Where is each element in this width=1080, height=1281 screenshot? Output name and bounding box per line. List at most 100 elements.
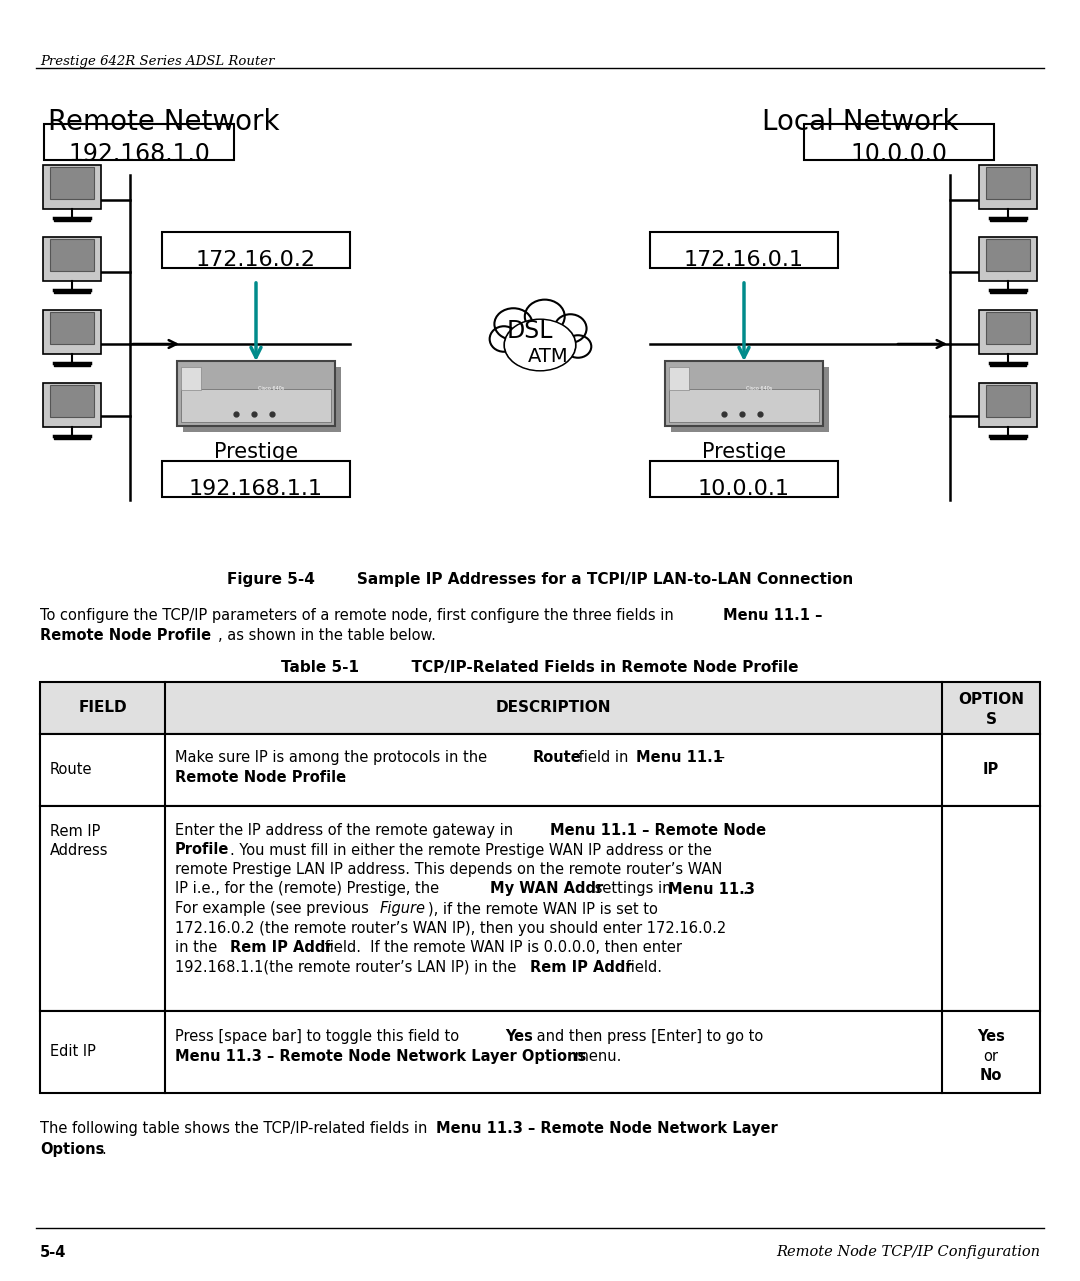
Text: 10.0.0.0: 10.0.0.0 [851,142,947,167]
FancyBboxPatch shape [986,313,1030,345]
Text: Menu 11.1 –: Menu 11.1 – [723,608,822,623]
FancyBboxPatch shape [162,232,350,268]
FancyBboxPatch shape [43,165,102,209]
FancyBboxPatch shape [50,313,94,345]
Text: Prestige: Prestige [214,442,298,462]
Text: Table 5-1          TCP/IP-Related Fields in Remote Node Profile: Table 5-1 TCP/IP-Related Fields in Remot… [281,660,799,675]
Text: To configure the TCP/IP parameters of a remote node, first configure the three f: To configure the TCP/IP parameters of a … [40,608,678,623]
Text: Options: Options [40,1141,105,1157]
FancyBboxPatch shape [181,389,330,421]
Ellipse shape [495,309,532,339]
Text: . You must fill in either the remote Prestige WAN IP address or the: . You must fill in either the remote Pre… [230,843,712,857]
Text: Make sure IP is among the protocols in the: Make sure IP is among the protocols in t… [175,749,491,765]
Text: Menu 11.3 – Remote Node Network Layer Options: Menu 11.3 – Remote Node Network Layer Op… [175,1049,586,1065]
FancyBboxPatch shape [665,360,823,425]
Text: in the: in the [175,940,221,956]
Text: OPTION: OPTION [958,692,1024,707]
Text: IP i.e., for the (remote) Prestige, the: IP i.e., for the (remote) Prestige, the [175,881,444,897]
FancyBboxPatch shape [44,124,234,160]
Text: Rem IP Addr: Rem IP Addr [530,959,633,975]
FancyBboxPatch shape [978,237,1037,281]
FancyBboxPatch shape [162,461,350,497]
Text: menu.: menu. [570,1049,621,1065]
Ellipse shape [489,327,518,352]
Text: Remote Node Profile: Remote Node Profile [40,628,211,643]
Text: Enter the IP address of the remote gateway in: Enter the IP address of the remote gatew… [175,822,517,838]
Text: remote Prestige LAN IP address. This depends on the remote router’s WAN: remote Prestige LAN IP address. This dep… [175,862,723,877]
Ellipse shape [565,336,592,357]
FancyBboxPatch shape [986,167,1030,199]
FancyBboxPatch shape [986,240,1030,272]
Text: field.: field. [621,959,662,975]
Text: Figure 5-4        Sample IP Addresses for a TCPI/IP LAN-to-LAN Connection: Figure 5-4 Sample IP Addresses for a TCP… [227,573,853,587]
FancyBboxPatch shape [181,366,201,389]
Text: 5-4: 5-4 [40,1245,66,1261]
Text: DESCRIPTION: DESCRIPTION [496,701,611,716]
FancyBboxPatch shape [669,389,819,421]
FancyBboxPatch shape [40,681,1040,734]
Text: 10.0.0.1: 10.0.0.1 [698,479,789,500]
FancyBboxPatch shape [177,360,335,425]
Text: or: or [983,1049,998,1065]
Text: ), if the remote WAN IP is set to: ), if the remote WAN IP is set to [428,901,658,916]
Text: For example (see previous: For example (see previous [175,901,374,916]
Text: settings in: settings in [590,881,676,897]
Text: The following table shows the TCP/IP-related fields in: The following table shows the TCP/IP-rel… [40,1121,432,1136]
FancyBboxPatch shape [671,366,829,432]
Text: Menu 11.1: Menu 11.1 [636,749,723,765]
FancyBboxPatch shape [978,383,1037,427]
Text: Edit IP: Edit IP [50,1044,96,1059]
Text: S: S [986,712,997,728]
Text: Prestige: Prestige [702,442,786,462]
FancyBboxPatch shape [43,383,102,427]
Text: .: . [742,881,746,897]
Text: .: . [102,1141,106,1157]
FancyBboxPatch shape [986,386,1030,418]
Ellipse shape [505,320,575,369]
FancyBboxPatch shape [669,366,689,389]
Text: No: No [980,1068,1002,1082]
Text: 172.16.0.1: 172.16.0.1 [684,250,804,270]
Text: Profile: Profile [175,843,229,857]
FancyBboxPatch shape [978,165,1037,209]
FancyBboxPatch shape [40,1011,1040,1093]
FancyBboxPatch shape [978,310,1037,354]
Text: Rem IP: Rem IP [50,824,100,839]
Text: DSL: DSL [507,319,553,343]
Text: 172.16.0.2: 172.16.0.2 [195,250,316,270]
Text: Remote Node TCP/IP Configuration: Remote Node TCP/IP Configuration [777,1245,1040,1259]
Text: Yes: Yes [977,1029,1004,1044]
Text: FIELD: FIELD [78,701,126,716]
Text: Figure: Figure [380,901,426,916]
Text: Remote Network: Remote Network [48,108,280,136]
Text: Yes: Yes [505,1029,532,1044]
Text: Cisco 640s: Cisco 640s [258,386,284,391]
Ellipse shape [525,300,565,333]
Text: Address: Address [50,843,108,858]
Text: Route: Route [50,762,93,778]
Text: Local Network: Local Network [762,108,959,136]
FancyBboxPatch shape [40,734,1040,806]
FancyBboxPatch shape [50,167,94,199]
FancyBboxPatch shape [650,461,838,497]
Text: Rem IP Addr: Rem IP Addr [230,940,333,956]
Text: Menu 11.3: Menu 11.3 [669,881,755,897]
FancyBboxPatch shape [40,806,1040,1011]
Ellipse shape [554,314,586,343]
Text: Route: Route [534,749,582,765]
Text: field.  If the remote WAN IP is 0.0.0.0, then enter: field. If the remote WAN IP is 0.0.0.0, … [320,940,681,956]
Text: IP: IP [983,762,999,778]
FancyBboxPatch shape [804,124,994,160]
FancyBboxPatch shape [650,232,838,268]
Text: , as shown in the table below.: , as shown in the table below. [218,628,436,643]
FancyBboxPatch shape [43,310,102,354]
Text: Menu 11.1 – Remote Node: Menu 11.1 – Remote Node [550,822,766,838]
Text: 192.168.1.1(the remote router’s LAN IP) in the: 192.168.1.1(the remote router’s LAN IP) … [175,959,521,975]
FancyBboxPatch shape [50,240,94,272]
Text: Remote Node Profile: Remote Node Profile [175,770,346,785]
Text: Prestige 642R Series ADSL Router: Prestige 642R Series ADSL Router [40,55,274,68]
Text: and then press [Enter] to go to: and then press [Enter] to go to [532,1029,764,1044]
Text: Cisco 640s: Cisco 640s [746,386,772,391]
Text: ATM: ATM [528,347,568,366]
FancyBboxPatch shape [183,366,341,432]
